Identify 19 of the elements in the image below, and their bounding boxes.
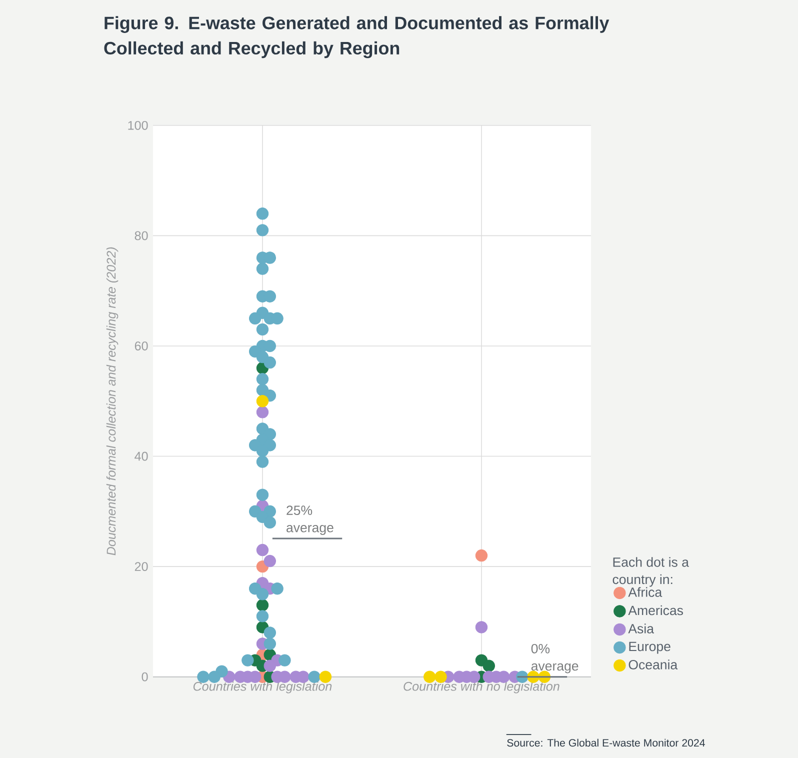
y-tick-label: 80 <box>134 230 148 240</box>
legend-label: Asia <box>628 623 654 634</box>
chart-title: Figure 9. E-waste Generated and Documented as Formally Collected and Recycled by Region <box>104 16 610 58</box>
legend-title: Each dot is a country in: <box>612 556 689 586</box>
y-tick-label: 20 <box>134 562 148 571</box>
y-tick-label: 0 <box>142 672 148 682</box>
y-tick-label: 100 <box>128 120 148 130</box>
annotation: 25% average <box>286 505 334 535</box>
y-tick-label: 60 <box>134 341 148 350</box>
legend-label: Africa <box>628 586 662 597</box>
x-tick-label: Countries with no legislation <box>404 681 560 694</box>
source-note: Source: The Global E-waste Monitor 2024 <box>507 738 705 746</box>
legend-label: Oceania <box>628 659 678 670</box>
x-tick-label: Countries with legislation <box>193 681 332 694</box>
legend-label: Americas <box>628 605 684 615</box>
y-tick-label: 40 <box>134 452 148 460</box>
annotation: 0% average <box>531 644 578 674</box>
y-axis-title: Doucmented formal collection and recycling rate (2022) <box>106 247 118 556</box>
legend-label: Europe <box>629 642 670 654</box>
